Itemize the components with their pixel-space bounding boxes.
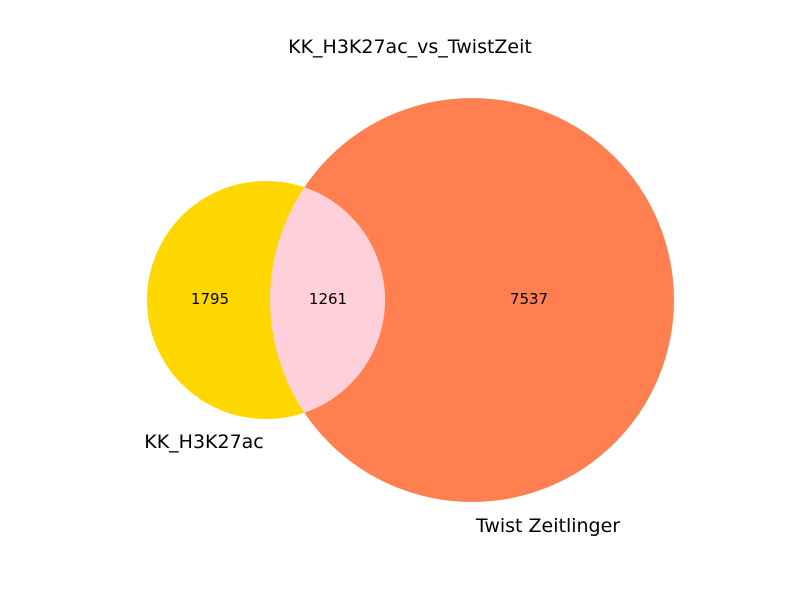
count-only-a: 1795 (191, 290, 229, 308)
count-only-b: 7537 (510, 290, 548, 308)
set-b-label: Twist Zeitlinger (475, 515, 620, 537)
count-overlap: 1261 (309, 290, 347, 308)
diagram-title: KK_H3K27ac_vs_TwistZeit (288, 36, 532, 58)
set-a-label: KK_H3K27ac (144, 431, 264, 453)
set-b-circle (270, 98, 674, 502)
